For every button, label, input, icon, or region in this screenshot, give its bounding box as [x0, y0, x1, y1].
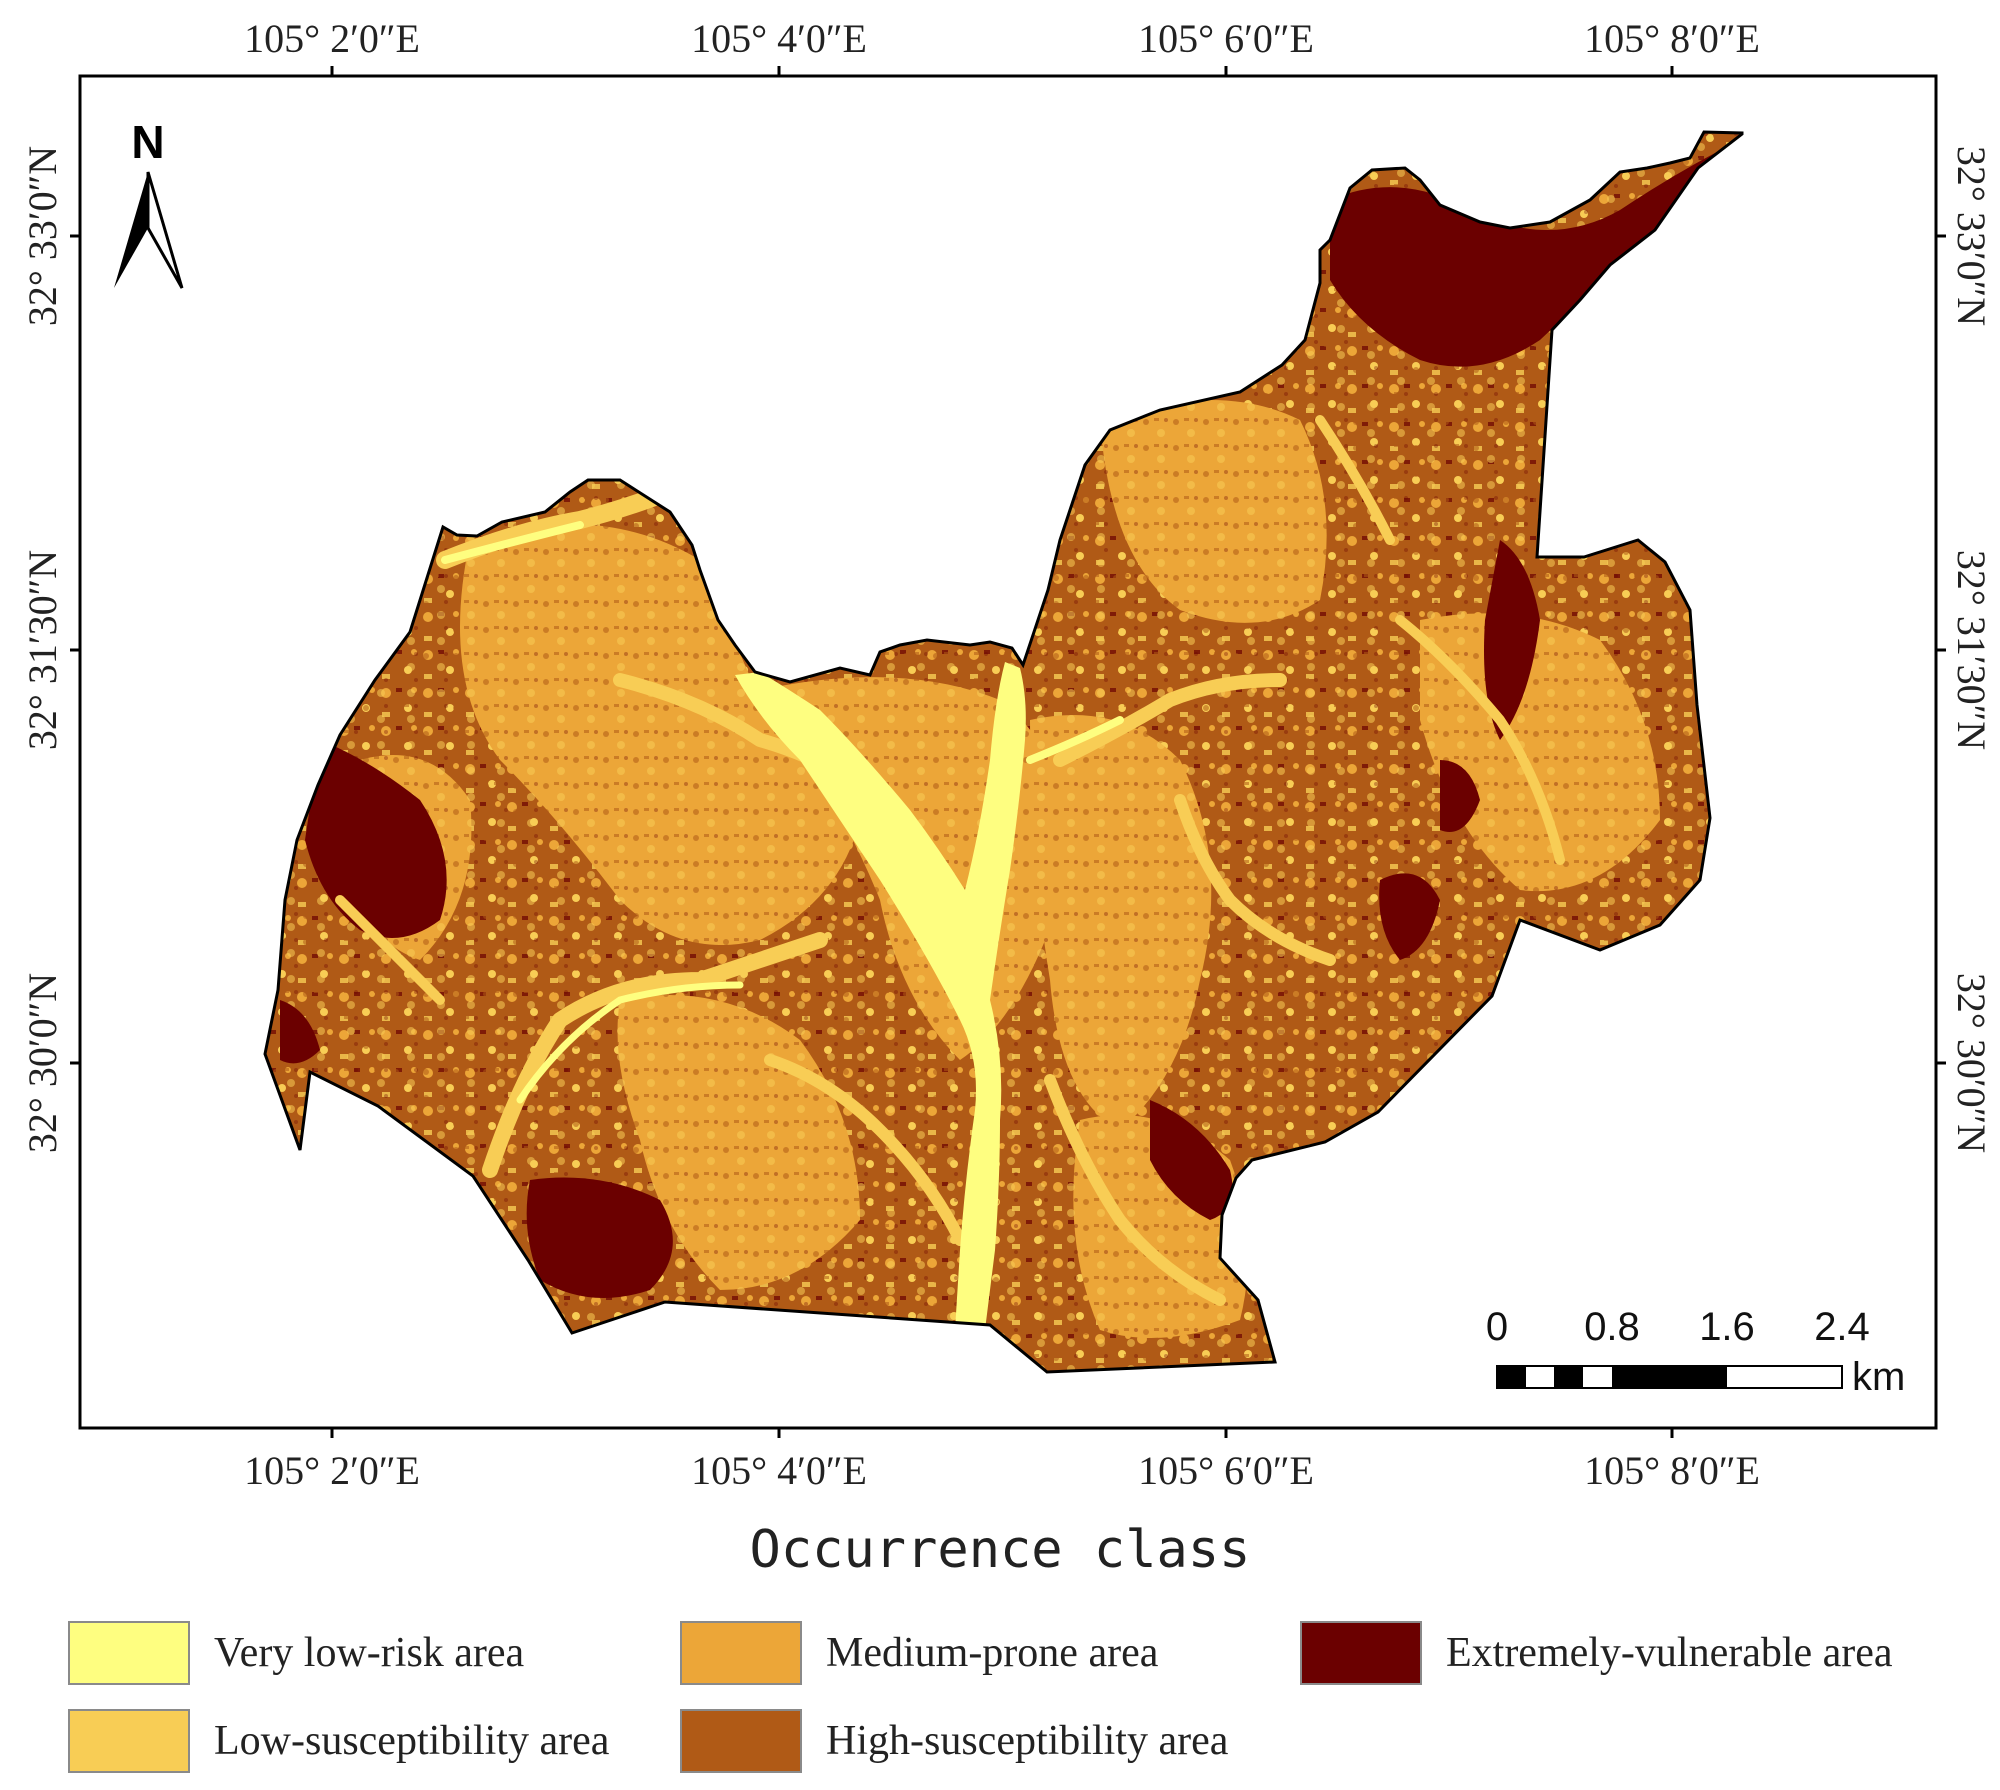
right-lat-label: 32° 33′0″N [1949, 146, 1994, 326]
top-lon-label: 105° 2′0″E [244, 16, 420, 61]
legend-swatch [68, 1709, 190, 1773]
legend-item-extreme: Extremely-vulnerable area [1300, 1620, 1893, 1686]
legend-item-medium: Medium-prone area [680, 1620, 1158, 1686]
legend-label: Low-susceptibility area [214, 1718, 610, 1764]
legend-item-very-low: Very low-risk area [68, 1620, 524, 1686]
legend-item-high: High-susceptibility area [680, 1708, 1228, 1774]
legend-label: Medium-prone area [826, 1630, 1159, 1676]
north-arrow-icon [114, 172, 148, 288]
bottom-lon-label: 105° 2′0″E [244, 1448, 420, 1493]
legend-title: Occurrence class [749, 1520, 1251, 1580]
north-arrow: N [114, 116, 184, 289]
study-area-boundary [263, 130, 1744, 1374]
bottom-longitude-labels: 105° 2′0″E 105° 4′0″E 105° 6′0″E 105° 8′… [244, 1448, 1760, 1493]
top-lon-label: 105° 6′0″E [1138, 16, 1314, 61]
left-latitude-labels: 32° 33′0″N 32° 31′30″N 32° 30′0″N [20, 146, 65, 1153]
legend-item-low: Low-susceptibility area [68, 1708, 609, 1774]
legend-swatch [680, 1709, 802, 1773]
north-arrow-label: N [131, 116, 164, 168]
right-latitude-labels: 32° 33′0″N 32° 31′30″N 32° 30′0″N [1949, 146, 1994, 1153]
bottom-lon-label: 105° 4′0″E [691, 1448, 867, 1493]
legend-swatch [68, 1621, 190, 1685]
scale-label: 0 [1486, 1305, 1508, 1349]
bottom-lon-label: 105° 8′0″E [1584, 1448, 1760, 1493]
scale-unit: km [1852, 1355, 1905, 1399]
right-lat-label: 32° 31′30″N [1949, 550, 1994, 750]
scale-bar: 0 0.8 1.6 2.4 km [1486, 1305, 1905, 1399]
legend-label: Very low-risk area [214, 1630, 525, 1676]
scale-label: 1.6 [1699, 1305, 1755, 1349]
left-lat-label: 32° 30′0″N [20, 973, 65, 1153]
very-low-risk-valley [735, 662, 1026, 1330]
graticule-ticks [70, 66, 1946, 1438]
legend-label: Extremely-vulnerable area [1446, 1630, 1893, 1676]
left-lat-label: 32° 33′0″N [20, 146, 65, 326]
right-lat-label: 32° 30′0″N [1949, 973, 1994, 1153]
left-lat-label: 32° 31′30″N [20, 550, 65, 750]
top-lon-label: 105° 8′0″E [1584, 16, 1760, 61]
legend-swatch [680, 1621, 802, 1685]
legend-swatch [1300, 1621, 1422, 1685]
scale-label: 2.4 [1814, 1305, 1870, 1349]
scale-label: 0.8 [1584, 1305, 1640, 1349]
top-lon-label: 105° 4′0″E [691, 16, 867, 61]
legend-label: High-susceptibility area [826, 1718, 1229, 1764]
bottom-lon-label: 105° 6′0″E [1138, 1448, 1314, 1493]
top-longitude-labels: 105° 2′0″E 105° 4′0″E 105° 6′0″E 105° 8′… [244, 16, 1760, 61]
